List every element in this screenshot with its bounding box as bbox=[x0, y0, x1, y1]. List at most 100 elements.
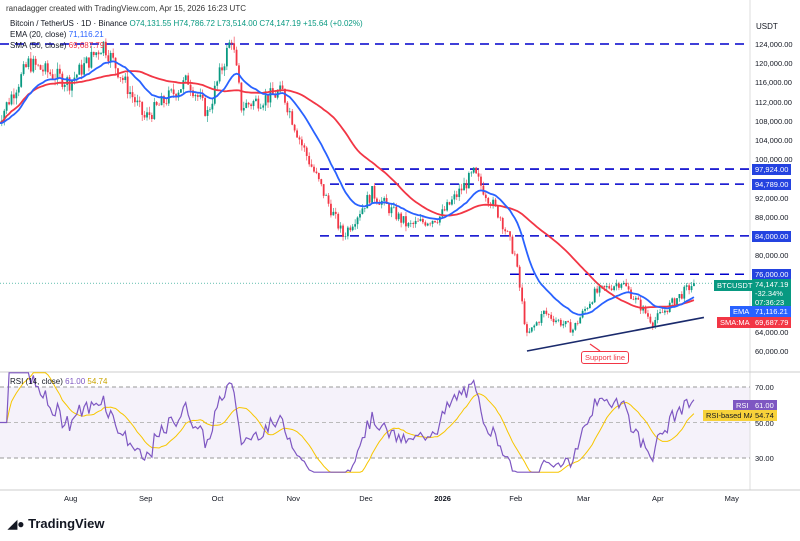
candle-body bbox=[221, 67, 223, 71]
candle-body bbox=[579, 317, 582, 324]
candle-body bbox=[32, 58, 35, 72]
candle-body bbox=[158, 104, 161, 106]
candle-body bbox=[189, 84, 192, 91]
candle-body bbox=[68, 77, 71, 91]
candle-body bbox=[218, 67, 221, 82]
candle-body bbox=[400, 213, 403, 223]
candle-body bbox=[322, 184, 325, 196]
candle-body bbox=[598, 286, 601, 293]
x-tick-label: Aug bbox=[64, 494, 78, 503]
candle-body bbox=[177, 92, 180, 98]
candle-body bbox=[497, 205, 499, 218]
candle-body bbox=[39, 65, 42, 70]
candle-body bbox=[334, 211, 337, 214]
candle-body bbox=[330, 203, 332, 216]
sma-legend[interactable]: SMA (50, close) 69,687.79 bbox=[10, 41, 104, 50]
candle-body bbox=[661, 312, 664, 313]
candle-body bbox=[363, 208, 366, 209]
candle-body bbox=[100, 53, 102, 55]
candle-body bbox=[385, 198, 388, 204]
candle-body bbox=[351, 226, 354, 231]
candle-body bbox=[303, 145, 306, 148]
candle-body bbox=[492, 199, 494, 206]
candle-body bbox=[305, 147, 308, 156]
rsi-ma-value: 54.74 bbox=[87, 377, 108, 386]
candle-body bbox=[95, 52, 98, 56]
candle-body bbox=[572, 329, 574, 333]
candle-body bbox=[472, 167, 475, 173]
candle-body bbox=[610, 288, 613, 291]
candle-body bbox=[569, 322, 572, 333]
candle-body bbox=[146, 112, 148, 118]
ema-line bbox=[0, 60, 695, 316]
support-line bbox=[526, 316, 705, 352]
tradingview-logo[interactable]: ◢● TradingView bbox=[8, 516, 104, 531]
y-tick-label: 100,000.00 bbox=[755, 155, 793, 165]
countdown: 07:36:23 bbox=[755, 298, 785, 307]
candle-body bbox=[119, 77, 122, 78]
candle-body bbox=[547, 313, 550, 315]
candle-body bbox=[591, 302, 594, 304]
candle-body bbox=[148, 112, 151, 115]
candle-body bbox=[475, 167, 478, 174]
candle-body bbox=[344, 236, 347, 237]
candle-body bbox=[586, 308, 589, 309]
candle-body bbox=[90, 51, 93, 68]
rsi-legend[interactable]: RSI (14, close) 61.00 54.74 bbox=[10, 377, 107, 386]
candle-body bbox=[313, 166, 315, 172]
y-tick-label: 112,000.00 bbox=[755, 97, 792, 107]
low-value: L73,514.00 bbox=[217, 19, 258, 28]
candle-body bbox=[448, 202, 451, 205]
rsi-tick-label: 70.00 bbox=[755, 383, 774, 392]
candle-body bbox=[201, 94, 204, 99]
candle-body bbox=[163, 96, 165, 104]
candle-body bbox=[603, 285, 606, 288]
candle-body bbox=[281, 85, 284, 89]
candle-body bbox=[240, 82, 243, 111]
candle-body bbox=[296, 130, 298, 138]
ema-legend[interactable]: EMA (20, close) 71,116.21 bbox=[10, 30, 104, 39]
candle-body bbox=[644, 306, 647, 314]
candle-body bbox=[286, 102, 289, 113]
candle-body bbox=[233, 43, 236, 50]
candle-body bbox=[412, 223, 415, 225]
candle-body bbox=[269, 88, 272, 103]
candle-body bbox=[392, 206, 395, 208]
currency-label[interactable]: USDT bbox=[756, 22, 778, 31]
candle-body bbox=[509, 231, 511, 237]
candle-body bbox=[608, 286, 611, 289]
candle-body bbox=[506, 231, 509, 232]
y-tick-label: 60,000.00 bbox=[755, 347, 789, 356]
ema-label: EMA (20, close) bbox=[10, 30, 67, 39]
candle-body bbox=[194, 95, 197, 97]
candle-body bbox=[361, 208, 364, 215]
x-tick-label: Nov bbox=[286, 494, 300, 503]
rsi-ma-tag: RSI-based MA bbox=[703, 410, 758, 421]
candle-body bbox=[470, 172, 473, 174]
candle-body bbox=[29, 58, 32, 72]
candle-body bbox=[143, 114, 146, 118]
candle-body bbox=[63, 84, 66, 87]
candle-body bbox=[618, 283, 620, 288]
candle-body bbox=[22, 64, 25, 75]
candle-body bbox=[109, 52, 112, 62]
candle-body bbox=[480, 176, 482, 186]
rsi-ma-price-label: 54.74 bbox=[752, 410, 777, 421]
candle-body bbox=[274, 94, 277, 98]
candle-body bbox=[204, 98, 206, 116]
candle-body bbox=[523, 301, 526, 325]
candle-body bbox=[138, 100, 141, 102]
last-price-label: 74,147.19 -32.34% 07:36:23 bbox=[752, 279, 792, 308]
x-tick-label: Oct bbox=[211, 494, 224, 503]
close-value: C74,147.19 bbox=[259, 19, 301, 28]
candle-body bbox=[664, 310, 666, 313]
candle-body bbox=[632, 298, 635, 300]
high-value: H74,786.72 bbox=[173, 19, 215, 28]
candle-body bbox=[422, 219, 424, 223]
candle-body bbox=[414, 220, 417, 225]
candle-body bbox=[596, 288, 599, 293]
candle-body bbox=[131, 92, 134, 98]
candle-body bbox=[155, 102, 158, 105]
candle-body bbox=[332, 211, 335, 216]
